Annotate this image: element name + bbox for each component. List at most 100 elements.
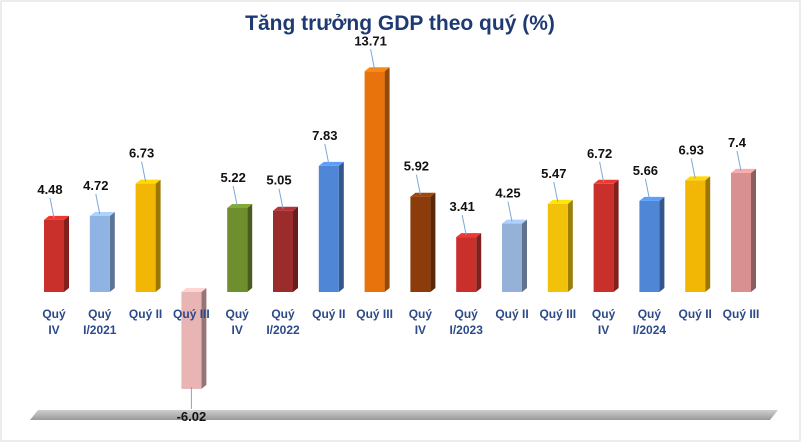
category-label: Quý I/2023: [450, 307, 484, 337]
bar-front: [44, 219, 64, 292]
bar: [456, 233, 482, 292]
bar-side: [247, 203, 253, 292]
bar: [273, 206, 298, 292]
bar-top: [502, 219, 527, 224]
value-leader-line: [553, 181, 559, 203]
bar: [227, 203, 253, 292]
bar-top: [227, 203, 253, 208]
value-leader-line: [324, 143, 330, 165]
bar-side: [338, 161, 344, 292]
category-label: Quý I/2021: [83, 307, 117, 337]
bar: [502, 219, 527, 292]
value-leader-line: [370, 49, 376, 70]
bar-top: [318, 161, 344, 166]
category-label: Quý II: [679, 307, 712, 321]
value-label: -6.02: [177, 409, 207, 424]
value-label: 5.66: [633, 163, 658, 178]
category-label: Quý III: [356, 307, 393, 321]
category-label: Quý I/2024: [633, 307, 667, 337]
value-label: 7.83: [312, 128, 337, 143]
bar-side: [201, 288, 207, 389]
bar-top: [685, 176, 711, 181]
value-leader-line: [507, 201, 513, 222]
category-label: Quý III: [539, 307, 576, 321]
category-label: Quý IV: [592, 307, 616, 337]
category-label: Quý II: [129, 307, 162, 321]
bar-side: [293, 206, 298, 292]
category-label: Quý II: [312, 307, 345, 321]
bar: [181, 288, 207, 389]
bar-front: [273, 210, 293, 292]
value-leader-line: [141, 161, 147, 182]
bar-side: [64, 215, 69, 292]
value-labels-layer: 4.48 4.72 6.73 -6.02 5.22 5.05 7.83 13.71 5.92 3.…: [37, 33, 746, 424]
bar-top: [273, 206, 298, 211]
bar-top: [135, 179, 161, 184]
bar-side: [384, 67, 390, 292]
bar-top: [593, 179, 619, 184]
bar-front: [547, 203, 568, 292]
bar-front: [410, 196, 431, 292]
bar-front: [364, 71, 385, 292]
bar: [639, 196, 665, 292]
value-label: 4.48: [37, 182, 62, 197]
bar-front: [181, 292, 202, 389]
value-label: 4.72: [83, 178, 108, 193]
category-label: Quý IV: [409, 307, 433, 337]
bar-top: [364, 67, 390, 72]
bar: [135, 179, 161, 292]
value-label: 3.41: [450, 199, 475, 214]
bar-side: [109, 212, 115, 292]
bar-top: [44, 215, 69, 220]
value-label: 5.47: [541, 166, 566, 181]
bar-front: [89, 216, 110, 292]
category-label: Quý III: [173, 307, 210, 321]
value-leader-line: [49, 197, 55, 218]
value-leader-line: [461, 215, 467, 236]
value-label: 6.73: [129, 146, 154, 161]
bar: [731, 168, 756, 292]
bar-side: [705, 176, 711, 292]
bar-side: [155, 179, 161, 292]
category-label: Quý III: [723, 307, 760, 321]
value-label: 5.22: [221, 170, 246, 185]
value-label: 6.72: [587, 146, 612, 161]
value-leader-line: [599, 161, 605, 182]
bar: [547, 199, 573, 292]
value-leader-line: [644, 178, 650, 199]
value-leader-line: [278, 188, 284, 209]
value-leader-line: [415, 174, 421, 195]
bar-front: [227, 207, 248, 292]
bar-front: [456, 237, 477, 292]
bar-top: [639, 196, 665, 201]
category-label: Quý II: [495, 307, 528, 321]
category-labels-layer: Quý IV Quý I/2021 Quý II Quý III Quý IV Quý I/202…: [42, 307, 759, 337]
bar-top: [89, 212, 115, 217]
bar: [410, 192, 436, 292]
bar-top: [181, 288, 207, 292]
value-label: 7.4: [728, 135, 747, 150]
chart-floor: [30, 410, 778, 420]
bars-layer: [44, 67, 756, 389]
value-label: 5.05: [266, 173, 291, 188]
value-label: 4.25: [495, 186, 520, 201]
bar-side: [659, 196, 665, 292]
bar-side: [567, 199, 573, 292]
bar-front: [639, 200, 660, 292]
bar: [318, 161, 344, 292]
bar-side: [751, 168, 756, 292]
bar-side: [613, 179, 619, 292]
value-label: 6.93: [679, 142, 704, 157]
value-leader-line: [95, 193, 101, 215]
bar: [685, 176, 711, 292]
bar-front: [593, 183, 614, 292]
value-label: 5.92: [404, 159, 429, 174]
bar-side: [522, 219, 527, 292]
bar-side: [476, 233, 482, 292]
bar: [44, 215, 69, 292]
value-leader-line: [736, 150, 742, 171]
bar-top: [456, 233, 482, 238]
value-leader-line: [232, 185, 238, 207]
